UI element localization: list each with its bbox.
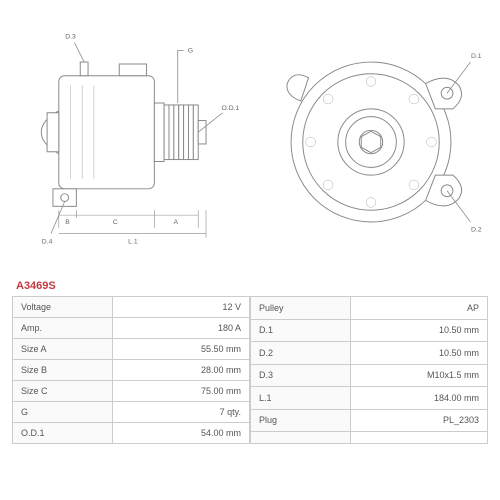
table-row: PulleyAP <box>251 297 488 320</box>
spec-value: 184.00 mm <box>350 387 487 410</box>
table-row: O.D.154.00 mm <box>13 423 250 444</box>
table-row: Size A55.50 mm <box>13 339 250 360</box>
spec-label: Voltage <box>13 297 113 318</box>
spec-label: Size A <box>13 339 113 360</box>
spec-label: D.1 <box>251 319 351 342</box>
spec-value: 55.50 mm <box>112 339 249 360</box>
dim-b: B <box>65 219 70 226</box>
table-row: Voltage12 V <box>13 297 250 318</box>
spec-value: 54.00 mm <box>112 423 249 444</box>
table-row: PlugPL_2303 <box>251 409 488 432</box>
spec-value: AP <box>350 297 487 320</box>
spec-table-right: PulleyAPD.110.50 mmD.210.50 mmD.3M10x1.5… <box>250 296 488 444</box>
label-g: G <box>188 47 193 54</box>
spec-label <box>251 432 351 444</box>
spec-value <box>350 432 487 444</box>
table-row: D.110.50 mm <box>251 319 488 342</box>
front-view-svg: D.1 D.2 <box>254 12 488 272</box>
pulley-grooves <box>164 105 198 160</box>
spec-label: L.1 <box>251 387 351 410</box>
table-row: Size C75.00 mm <box>13 381 250 402</box>
spec-value: 7 qty. <box>112 402 249 423</box>
spec-label: Size B <box>13 360 113 381</box>
dim-a: A <box>174 219 179 226</box>
table-row: Amp.180 A <box>13 318 250 339</box>
label-d1: D.1 <box>471 53 482 60</box>
spec-tables: Voltage12 VAmp.180 ASize A55.50 mmSize B… <box>12 296 488 444</box>
label-d3: D.3 <box>65 34 76 41</box>
dim-l1: L.1 <box>128 238 138 245</box>
label-d2: D.2 <box>471 227 482 234</box>
dim-c: C <box>113 219 118 226</box>
spec-label: Plug <box>251 409 351 432</box>
spec-value: 10.50 mm <box>350 319 487 342</box>
spec-table-left: Voltage12 VAmp.180 ASize A55.50 mmSize B… <box>12 296 250 444</box>
spec-value: 28.00 mm <box>112 360 249 381</box>
spec-label: Size C <box>13 381 113 402</box>
spec-label: D.3 <box>251 364 351 387</box>
table-row: L.1184.00 mm <box>251 387 488 410</box>
table-row: D.3M10x1.5 mm <box>251 364 488 387</box>
side-view-panel: D.3 G D.4 O.D.1 B C A L.1 <box>12 12 246 272</box>
spec-label: O.D.1 <box>13 423 113 444</box>
spec-value: 12 V <box>112 297 249 318</box>
spec-label: G <box>13 402 113 423</box>
label-d4: D.4 <box>42 238 53 245</box>
spec-value: M10x1.5 mm <box>350 364 487 387</box>
spec-label: Pulley <box>251 297 351 320</box>
spec-value: 10.50 mm <box>350 342 487 365</box>
side-view-svg: D.3 G D.4 O.D.1 B C A L.1 <box>12 12 246 272</box>
part-number: A3469S <box>16 280 488 292</box>
spec-label: Amp. <box>13 318 113 339</box>
table-row: D.210.50 mm <box>251 342 488 365</box>
spec-value: 180 A <box>112 318 249 339</box>
front-view-panel: D.1 D.2 <box>254 12 488 272</box>
spec-value: 75.00 mm <box>112 381 249 402</box>
drawings-row: D.3 G D.4 O.D.1 B C A L.1 <box>12 12 488 272</box>
table-row: G7 qty. <box>13 402 250 423</box>
spec-value: PL_2303 <box>350 409 487 432</box>
table-row: Size B28.00 mm <box>13 360 250 381</box>
label-od1: O.D.1 <box>222 105 240 112</box>
table-row <box>251 432 488 444</box>
spec-label: D.2 <box>251 342 351 365</box>
